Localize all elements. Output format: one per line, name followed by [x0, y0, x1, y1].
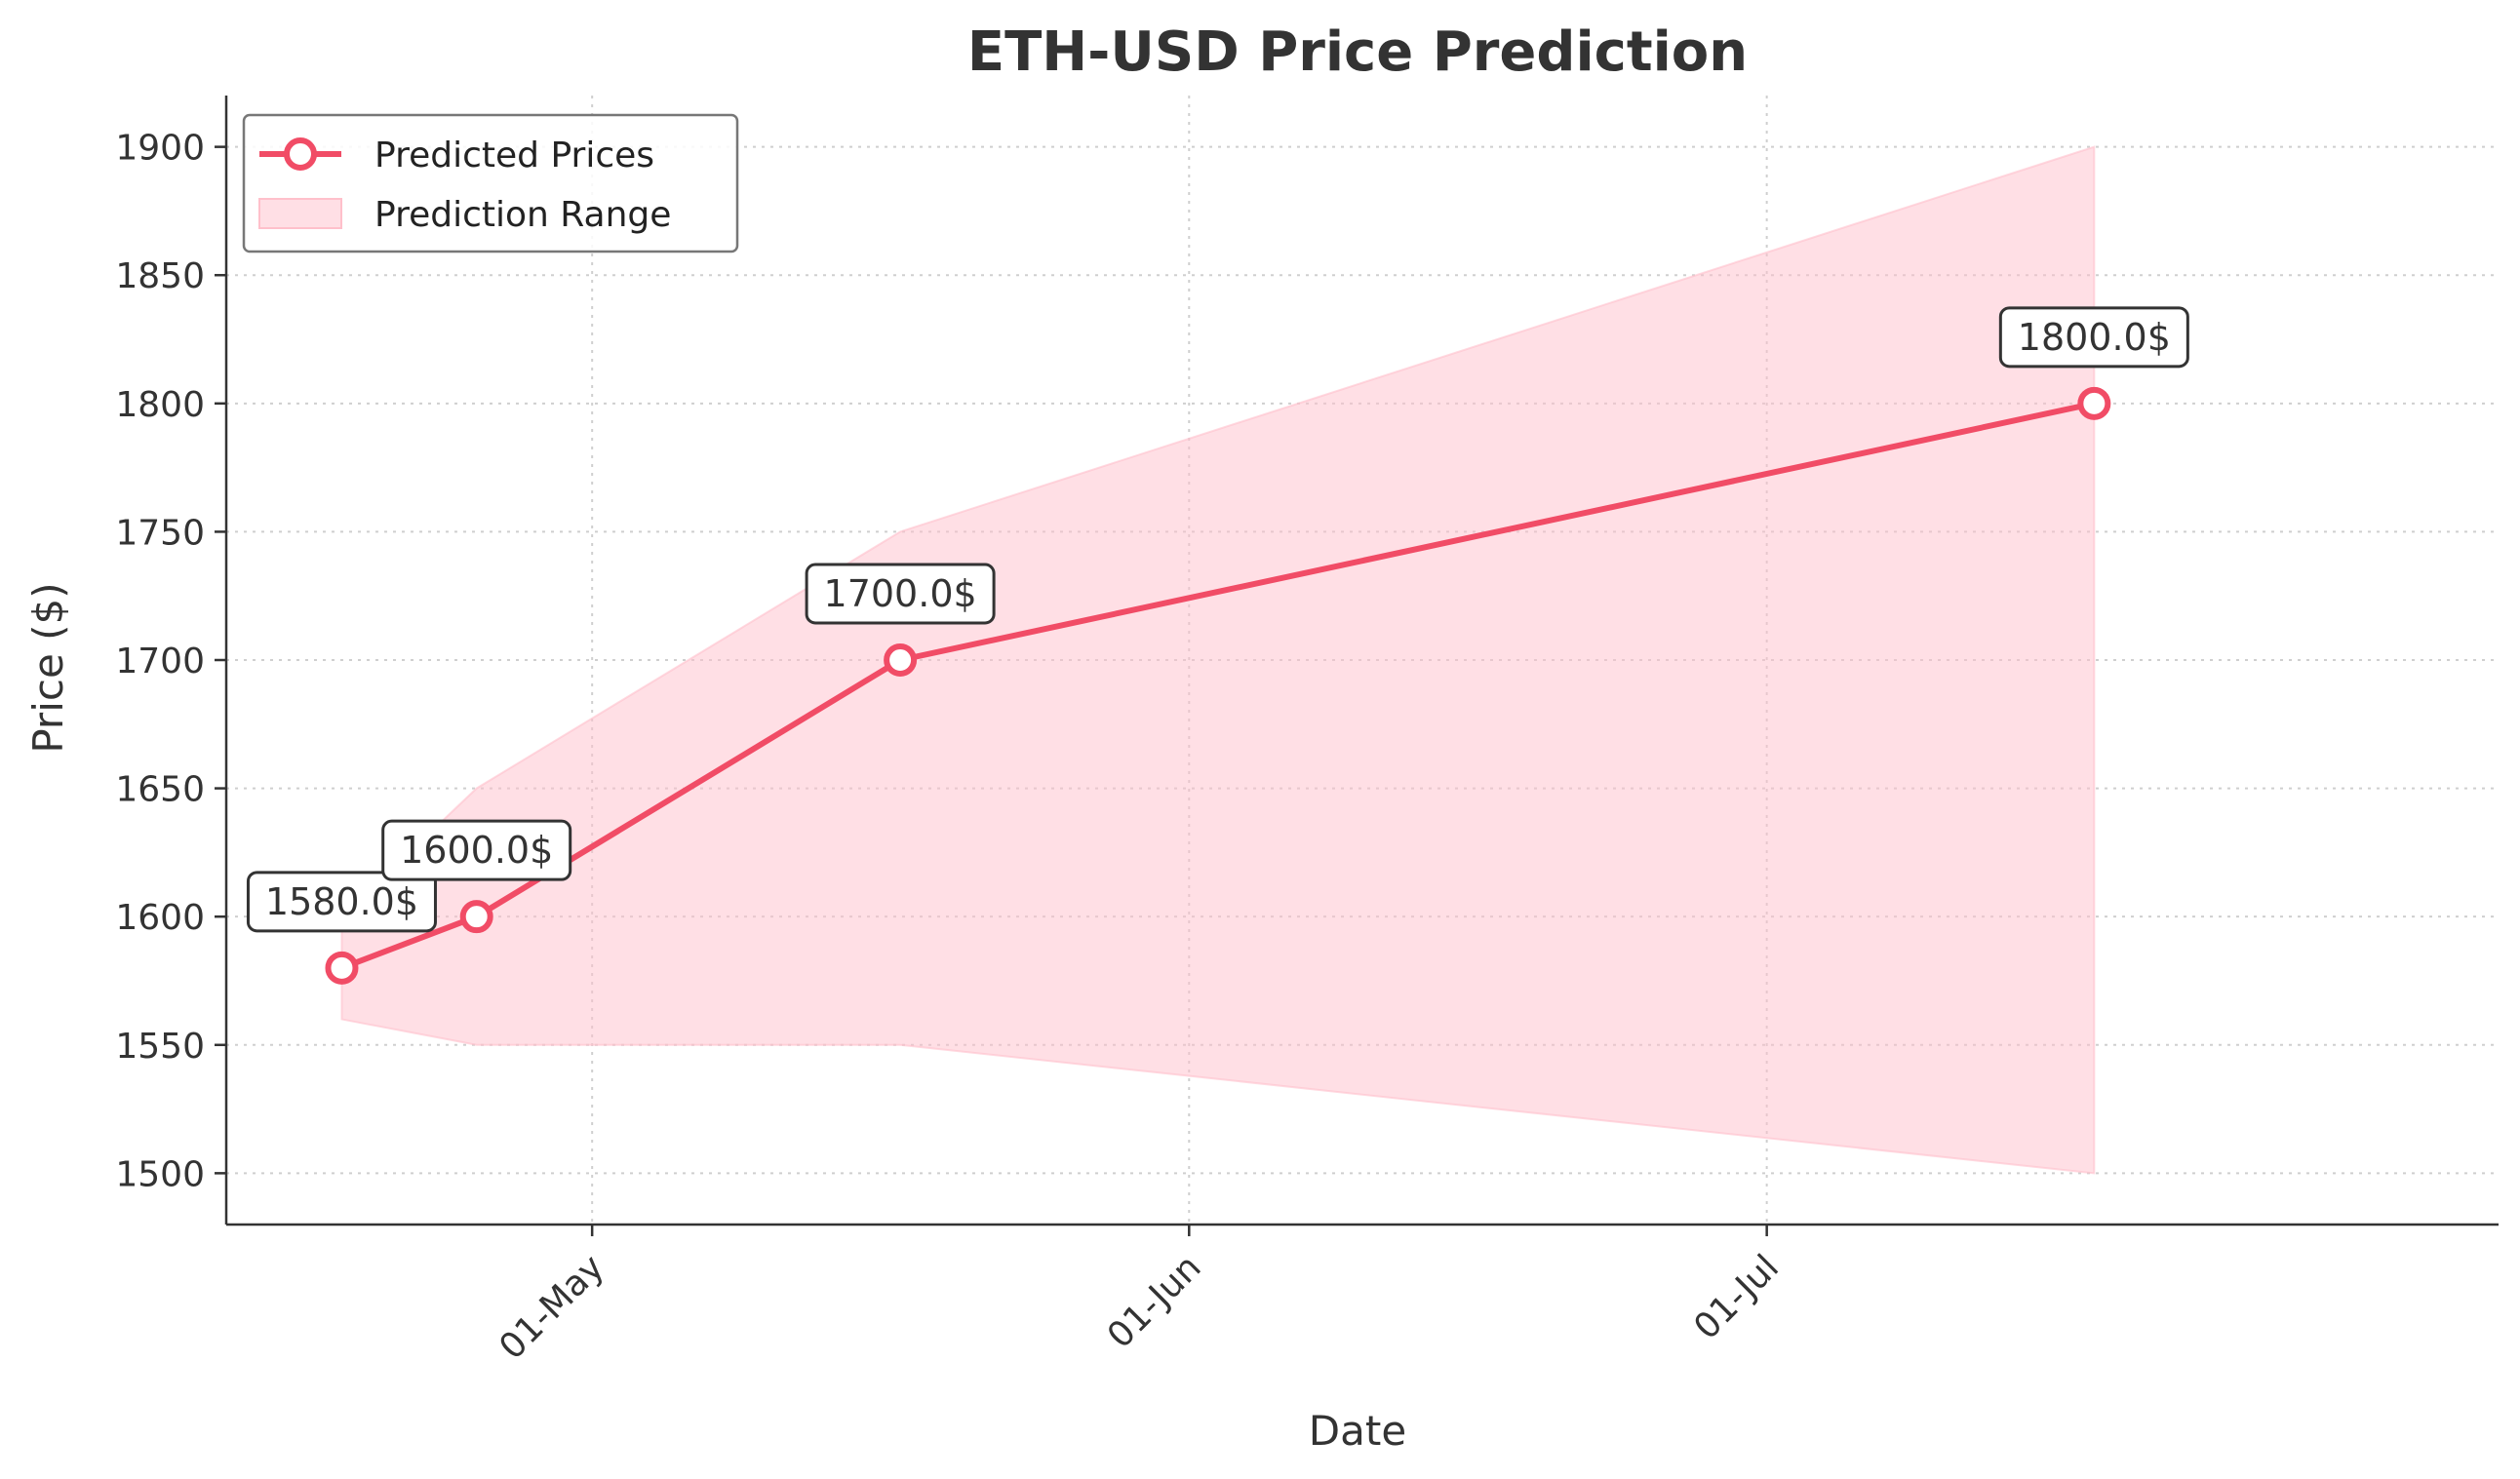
x-axis-label: Date [1309, 1407, 1406, 1455]
predicted-price-marker [325, 951, 359, 985]
y-tick-label: 1650 [115, 770, 205, 810]
data-label-text: 1580.0$ [265, 880, 418, 923]
y-tick-label: 1600 [115, 898, 205, 938]
data-label: 1600.0$ [381, 819, 572, 881]
data-label-box [805, 563, 996, 625]
legend-label-predicted: Predicted Prices [374, 136, 654, 175]
predicted-price-marker [459, 900, 493, 934]
prediction-range-area [340, 145, 2096, 1175]
legend-range-swatch [258, 198, 342, 229]
data-label-text: 1800.0$ [2018, 316, 2171, 359]
y-tick-label: 1800 [115, 385, 205, 425]
data-label-text: 1700.0$ [824, 572, 977, 615]
data-label-layer: 1580.0$ 1600.0$ 1700.0$ 1800.0$ [246, 306, 2189, 933]
data-label: 1580.0$ [246, 871, 437, 933]
prediction-range-layer [340, 145, 2096, 1175]
axes [215, 96, 2499, 1236]
chart-title: ETH-USD Price Prediction [967, 20, 1748, 84]
data-label-text: 1600.0$ [400, 829, 553, 872]
y-tick-label: 1500 [115, 1154, 205, 1194]
y-tick-label: 1700 [115, 642, 205, 681]
predicted-prices-line [340, 400, 2095, 971]
y-tick-label: 1550 [115, 1027, 205, 1067]
predicted-price-marker [2077, 386, 2111, 420]
y-tick-label: 1750 [115, 513, 205, 553]
data-label-box [1998, 306, 2189, 369]
data-label-box [381, 819, 572, 881]
legend-marker-swatch [284, 137, 317, 171]
predicted-line-layer [325, 386, 2111, 985]
legend-label-range: Prediction Range [374, 195, 671, 235]
legend: Predicted Prices Prediction Range [242, 113, 739, 253]
y-axis-label: Price ($) [24, 582, 72, 753]
data-label: 1700.0$ [805, 563, 996, 625]
legend-frame [242, 113, 739, 253]
data-label-box [246, 871, 437, 933]
y-tick-label: 1900 [115, 129, 205, 169]
data-label: 1800.0$ [1998, 306, 2189, 369]
predicted-price-marker [884, 643, 918, 677]
y-tick-label: 1850 [115, 256, 205, 296]
